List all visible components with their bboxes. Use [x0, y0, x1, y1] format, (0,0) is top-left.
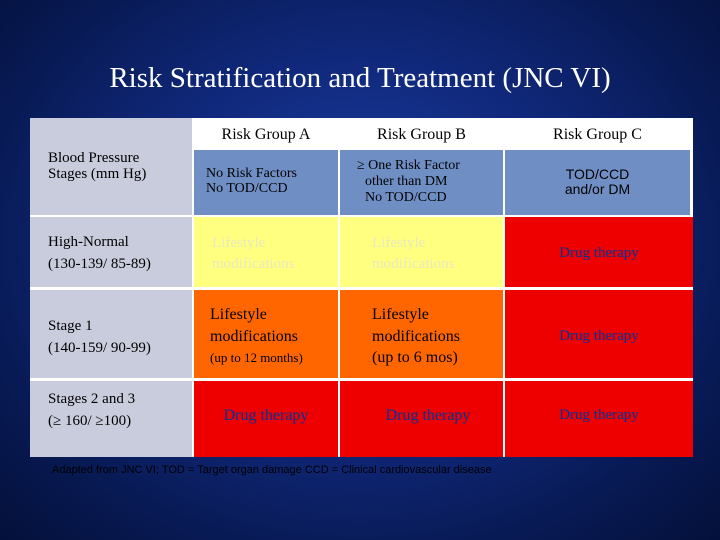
- cell-stage-2-3-b: [340, 381, 503, 457]
- criteria-cell-a: [194, 150, 338, 215]
- cell-stage-1-a: [194, 290, 338, 378]
- stage-high-normal-line1: High-Normal: [48, 234, 129, 250]
- criteria-b-line1: ≥ One Risk Factor: [357, 158, 460, 173]
- cell-high-normal-c: [505, 217, 693, 287]
- stage-cell-stage-2-3: [30, 381, 192, 457]
- criteria-b-line3: No TOD/CCD: [365, 190, 447, 205]
- cell-stage-2-3-c: [505, 381, 693, 457]
- stage-1-line2: (140-159/ 90-99): [48, 340, 151, 356]
- slide-title: Risk Stratification and Treatment (JNC V…: [109, 62, 611, 94]
- stage-header-cell: [30, 118, 192, 215]
- criteria-b-line2: other than DM: [365, 174, 448, 189]
- stage-1-a-line3: (up to 12 months): [210, 350, 303, 365]
- header-risk-group-b: Risk Group B: [377, 126, 466, 143]
- criteria-a-line2: No TOD/CCD: [206, 181, 288, 196]
- stage-header-label-1: Blood Pressure: [48, 150, 140, 166]
- header-risk-group-c: Risk Group C: [553, 126, 642, 143]
- criteria-cell-b: [340, 150, 503, 215]
- stage-1-b-line3: (up to 6 mos): [372, 349, 458, 366]
- criteria-a-line1: No Risk Factors: [206, 166, 297, 181]
- high-normal-a-line1: Lifestyle: [212, 235, 266, 251]
- stage-1-c: Drug therapy: [559, 328, 639, 344]
- stage-1-line1: Stage 1: [48, 318, 93, 334]
- header-risk-group-a: Risk Group A: [221, 126, 311, 143]
- stage-1-b-line2: modifications: [372, 328, 460, 345]
- cell-stage-1-b: [340, 290, 503, 378]
- cell-stage-2-3-a: [194, 381, 338, 457]
- criteria-c-line2: and/or DM: [564, 181, 631, 197]
- high-normal-c: Drug therapy: [559, 245, 639, 261]
- cell-stage-1-c: [505, 290, 693, 378]
- stage-2-3-line2: (≥ 160/ ≥100): [48, 413, 132, 429]
- cell-high-normal-a: [194, 217, 338, 287]
- stage-1-a-line1: Lifestyle: [210, 306, 267, 323]
- stage-cell-stage-1: [30, 290, 192, 378]
- stage-2-3-b: Drug therapy: [385, 407, 471, 424]
- stage-high-normal-line2: (130-139/ 85-89): [48, 256, 151, 272]
- stage-2-3-a: Drug therapy: [223, 407, 309, 424]
- stage-2-3-line1: Stages 2 and 3: [48, 391, 136, 407]
- stage-1-a-line2: modifications: [210, 328, 298, 345]
- stage-2-3-c: Drug therapy: [559, 407, 639, 423]
- stage-cell-high-normal: [30, 217, 192, 287]
- stage-1-b-line1: Lifestyle: [372, 306, 429, 323]
- high-normal-b-line2: modifications: [372, 256, 455, 272]
- stage-header-label-2: Stages (mm Hg): [48, 166, 147, 182]
- high-normal-a-line2: modifications: [212, 256, 295, 272]
- high-normal-b-line1: Lifestyle: [372, 235, 426, 251]
- cell-high-normal-b: [340, 217, 503, 287]
- criteria-cell-c: [505, 150, 690, 215]
- criteria-c-line1: TOD/CCD: [565, 166, 630, 182]
- footnote: Adapted from JNC VI; TOD = Target organ …: [52, 464, 492, 476]
